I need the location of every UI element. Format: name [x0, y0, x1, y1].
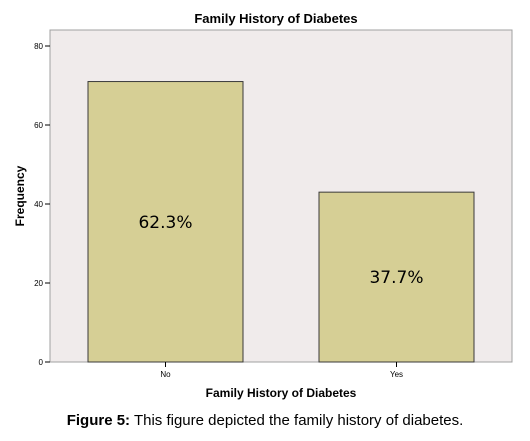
- x-tick-label-no: No: [160, 370, 171, 379]
- figure-caption: Figure 5: This figure depicted the famil…: [0, 412, 530, 429]
- bar-yes: [318, 191, 475, 363]
- figure-caption-label: Figure 5:: [66, 412, 131, 429]
- y-axis: 0 20 40 60 80: [34, 42, 50, 367]
- x-tick-label-yes: Yes: [390, 370, 403, 379]
- y-tick-label-60: 60: [34, 121, 43, 130]
- y-tick-label-40: 40: [34, 200, 43, 209]
- y-tick-label-20: 20: [34, 279, 43, 288]
- y-axis-label: Frequency: [13, 165, 27, 226]
- chart-title: Family History of Diabetes: [194, 11, 357, 26]
- data-label-yes: 37.7%: [369, 268, 423, 288]
- figure-caption-text: This figure depicted the family history …: [130, 412, 464, 429]
- x-axis-label: Family History of Diabetes: [206, 386, 357, 400]
- x-axis: No Yes: [160, 362, 403, 379]
- bar-chart: Family History of Diabetes 0 20 40 60 80 62.…: [13, 11, 513, 400]
- y-tick-label-80: 80: [34, 42, 43, 51]
- y-tick-label-0: 0: [39, 358, 44, 367]
- bar-no: [87, 81, 244, 363]
- data-label-no: 62.3%: [138, 213, 192, 233]
- bars: 62.3% 37.7%: [87, 81, 475, 363]
